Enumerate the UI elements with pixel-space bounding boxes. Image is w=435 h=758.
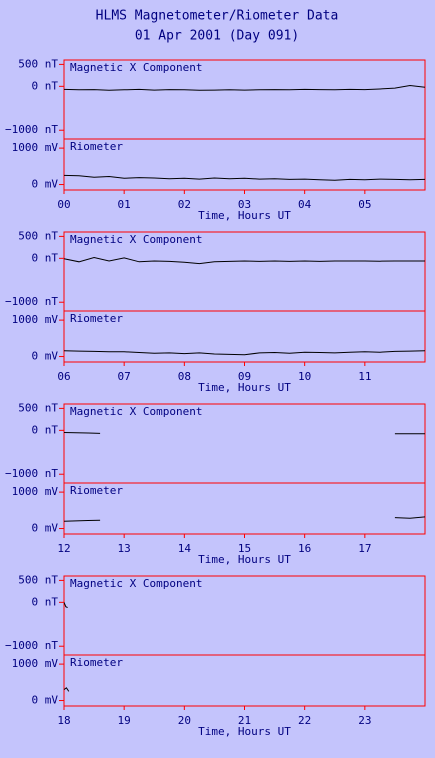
x-tick-label: 00 [57,198,70,211]
panel-label: Riometer [70,656,123,669]
y-tick-label: 0 mV [32,178,59,191]
panel-label: Magnetic X Component [70,233,202,246]
x-tick-label: 07 [118,370,131,383]
x-tick-label: 20 [178,714,191,727]
x-axis-label: Time, Hours UT [198,553,291,566]
y-tick-label: 1000 mV [12,657,59,670]
x-axis-label: Time, Hours UT [198,725,291,738]
x-tick-label: 14 [178,542,192,555]
x-tick-label: 08 [178,370,191,383]
x-tick-label: 23 [358,714,371,727]
x-axis-label: Time, Hours UT [198,209,291,222]
y-tick-label: 0 nT [32,423,59,436]
y-tick-label: 0 nT [32,595,59,608]
data-line [63,516,426,522]
y-tick-label: 0 nT [32,251,59,264]
x-tick-label: 19 [118,714,131,727]
x-tick-label: 03 [238,198,251,211]
panel-label: Riometer [70,140,123,153]
x-tick-label: 21 [238,714,251,727]
data-line [63,432,425,435]
y-tick-label: 1000 mV [12,485,59,498]
x-tick-label: 16 [298,542,311,555]
x-tick-label: 05 [358,198,371,211]
panel-label: Riometer [70,484,123,497]
x-tick-label: 18 [57,714,70,727]
x-tick-label: 04 [298,198,312,211]
panel-label: Magnetic X Component [70,577,202,590]
chart-title: HLMS Magnetometer/Riometer Data [96,9,339,24]
y-tick-label: 500 nT [18,401,58,414]
data-line [63,256,425,265]
chart-subtitle: 01 Apr 2001 (Day 091) [135,29,299,44]
x-tick-label: 17 [358,542,371,555]
x-tick-label: 10 [298,370,311,383]
y-tick-label: 500 nT [18,57,58,70]
data-line [63,350,426,356]
panel-label: Riometer [70,312,123,325]
y-tick-label: 500 nT [18,573,58,586]
x-axis-label: Time, Hours UT [198,381,291,394]
data-line [63,602,68,609]
x-tick-label: 02 [178,198,191,211]
x-tick-label: 22 [298,714,311,727]
y-tick-label: −1000 nT [5,467,58,480]
y-tick-label: 0 mV [32,522,59,535]
y-tick-label: 1000 mV [12,313,59,326]
x-tick-label: 01 [118,198,131,211]
y-tick-label: 0 nT [32,79,59,92]
y-tick-label: −1000 nT [5,123,58,136]
y-tick-label: 0 mV [32,694,59,707]
data-line [63,84,426,91]
y-tick-label: 500 nT [18,229,58,242]
x-tick-label: 12 [57,542,70,555]
y-tick-label: −1000 nT [5,639,58,652]
y-tick-label: −1000 nT [5,295,58,308]
y-tick-label: 0 mV [32,350,59,363]
x-tick-label: 06 [57,370,70,383]
x-tick-label: 09 [238,370,251,383]
x-tick-label: 13 [118,542,131,555]
data-line [63,174,426,181]
data-line [63,687,70,692]
panel-label: Magnetic X Component [70,61,202,74]
panel-label: Magnetic X Component [70,405,202,418]
x-tick-label: 15 [238,542,251,555]
y-tick-label: 1000 mV [12,141,59,154]
x-tick-label: 11 [358,370,371,383]
